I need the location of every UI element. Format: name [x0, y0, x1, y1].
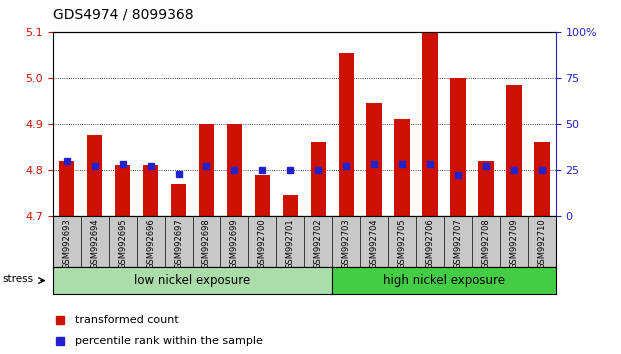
- Bar: [227, 124, 242, 216]
- Text: percentile rank within the sample: percentile rank within the sample: [75, 336, 263, 346]
- Text: GSM992705: GSM992705: [397, 218, 407, 269]
- Text: GSM992704: GSM992704: [369, 218, 379, 269]
- Bar: [394, 119, 410, 216]
- Bar: [534, 142, 550, 216]
- Bar: [478, 161, 494, 216]
- Text: high nickel exposure: high nickel exposure: [383, 274, 505, 287]
- Bar: [143, 165, 158, 216]
- Bar: [506, 85, 522, 216]
- Text: GSM992700: GSM992700: [258, 218, 267, 269]
- Bar: [450, 78, 466, 216]
- Text: GSM992706: GSM992706: [425, 218, 435, 269]
- Text: GSM992699: GSM992699: [230, 218, 239, 269]
- Bar: [115, 165, 130, 216]
- Text: low nickel exposure: low nickel exposure: [134, 274, 251, 287]
- Text: GSM992707: GSM992707: [453, 218, 463, 269]
- Bar: [87, 136, 102, 216]
- Text: GSM992708: GSM992708: [481, 218, 491, 269]
- Text: GSM992697: GSM992697: [174, 218, 183, 269]
- Text: stress: stress: [2, 274, 34, 284]
- Text: GDS4974 / 8099368: GDS4974 / 8099368: [53, 7, 193, 21]
- Bar: [255, 175, 270, 216]
- Text: GSM992709: GSM992709: [509, 218, 519, 269]
- Text: GSM992702: GSM992702: [314, 218, 323, 269]
- Bar: [59, 161, 75, 216]
- Text: GSM992703: GSM992703: [342, 218, 351, 269]
- Text: GSM992695: GSM992695: [118, 218, 127, 269]
- Text: GSM992693: GSM992693: [62, 218, 71, 269]
- Bar: [310, 142, 326, 216]
- Bar: [366, 103, 382, 216]
- Text: transformed count: transformed count: [75, 315, 179, 325]
- Text: GSM992698: GSM992698: [202, 218, 211, 269]
- Bar: [199, 124, 214, 216]
- Text: GSM992710: GSM992710: [537, 218, 546, 269]
- Bar: [422, 32, 438, 216]
- Text: GSM992696: GSM992696: [146, 218, 155, 269]
- Text: GSM992701: GSM992701: [286, 218, 295, 269]
- Bar: [338, 53, 354, 216]
- Bar: [283, 195, 298, 216]
- Text: GSM992694: GSM992694: [90, 218, 99, 269]
- Bar: [171, 184, 186, 216]
